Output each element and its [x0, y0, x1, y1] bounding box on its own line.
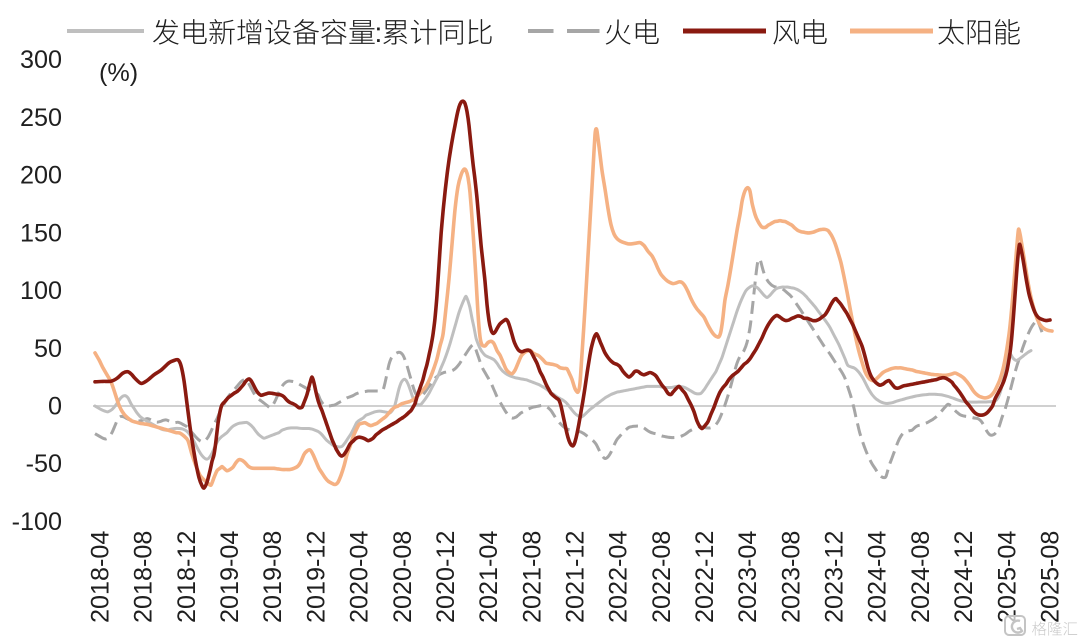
- svg-text:2021-04: 2021-04: [475, 531, 503, 623]
- svg-text:2019-08: 2019-08: [259, 531, 287, 623]
- svg-text:2022-04: 2022-04: [605, 531, 633, 623]
- svg-text:-100: -100: [12, 508, 62, 536]
- svg-text:2025-04: 2025-04: [993, 531, 1021, 623]
- svg-text:2018-04: 2018-04: [87, 531, 115, 623]
- svg-text::: :: [375, 17, 383, 48]
- svg-text:2019-04: 2019-04: [216, 531, 244, 623]
- svg-text:-50: -50: [26, 450, 62, 478]
- svg-text:2019-12: 2019-12: [302, 531, 330, 623]
- svg-text:100: 100: [20, 277, 62, 305]
- svg-text:2024-04: 2024-04: [864, 531, 892, 623]
- svg-text:250: 250: [20, 104, 62, 132]
- svg-text:200: 200: [20, 162, 62, 190]
- svg-text:2020-04: 2020-04: [346, 531, 374, 623]
- svg-text:2018-12: 2018-12: [173, 531, 201, 623]
- svg-text:300: 300: [20, 46, 62, 74]
- svg-text:2021-12: 2021-12: [562, 531, 590, 623]
- svg-text:2022-08: 2022-08: [648, 531, 676, 623]
- svg-text:2020-08: 2020-08: [389, 531, 417, 623]
- svg-text:2024-08: 2024-08: [907, 531, 935, 623]
- svg-text:2024-12: 2024-12: [950, 531, 978, 623]
- svg-text:2020-12: 2020-12: [432, 531, 460, 623]
- svg-text:2025-08: 2025-08: [1037, 531, 1065, 623]
- svg-text:2023-08: 2023-08: [777, 531, 805, 623]
- svg-text:2021-08: 2021-08: [518, 531, 546, 623]
- svg-text:0: 0: [48, 393, 62, 421]
- svg-text:150: 150: [20, 219, 62, 247]
- svg-text:2023-04: 2023-04: [734, 531, 762, 623]
- svg-text:50: 50: [34, 335, 62, 363]
- svg-text:2023-12: 2023-12: [821, 531, 849, 623]
- svg-text:(%): (%): [99, 59, 138, 87]
- svg-text:2018-08: 2018-08: [130, 531, 158, 623]
- svg-text:2022-12: 2022-12: [691, 531, 719, 623]
